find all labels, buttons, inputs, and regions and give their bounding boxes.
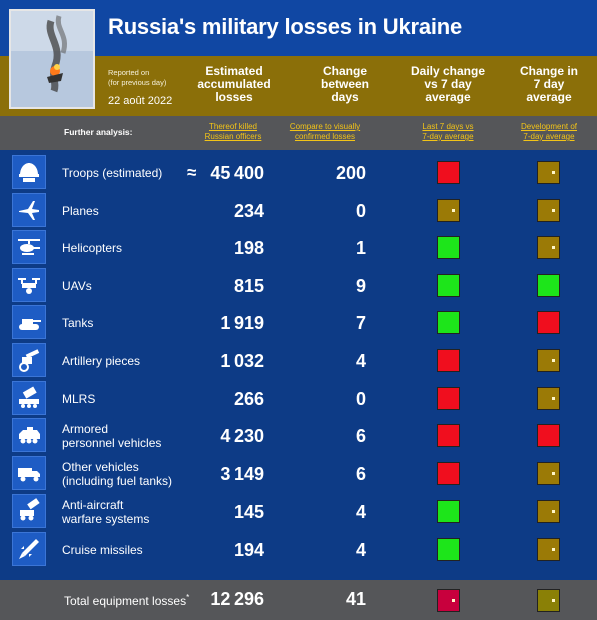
row-change: 200 xyxy=(335,163,366,183)
daily-indicator xyxy=(437,199,460,222)
truck-icon xyxy=(12,456,46,490)
daily-indicator xyxy=(437,161,460,184)
row-change: 1 xyxy=(355,238,366,258)
header-photo xyxy=(9,9,95,109)
row-value: 194 xyxy=(233,540,264,560)
analysis-label: Further analysis: xyxy=(64,127,133,137)
row-change: 0 xyxy=(355,201,366,221)
row-label: Planes xyxy=(62,204,99,218)
apc-icon xyxy=(12,418,46,452)
daily-indicator xyxy=(437,236,460,259)
helicopter-icon xyxy=(12,230,46,264)
row-label: Anti-aircraft warfare systems xyxy=(62,498,150,526)
trend-indicator xyxy=(537,538,560,561)
daily-indicator xyxy=(437,349,460,372)
row-change: 0 xyxy=(355,389,366,409)
link-development-7day[interactable]: Development of 7-day average xyxy=(520,122,578,141)
daily-indicator xyxy=(437,424,460,447)
row-change: 6 xyxy=(355,464,366,484)
total-label: Total equipment losses* xyxy=(64,593,190,608)
col-accumulated: Estimated accumulated losses xyxy=(197,64,271,104)
row-label: MLRS xyxy=(62,392,96,406)
row-value: 1 032 xyxy=(220,351,264,371)
anti-aircraft-icon xyxy=(12,494,46,528)
row-value: 198 xyxy=(233,238,264,258)
col-daily-change: Daily change vs 7 day average xyxy=(410,64,486,104)
row-change: 6 xyxy=(355,426,366,446)
link-last-7-days[interactable]: Last 7 days vs 7-day average xyxy=(422,122,474,141)
row-value: 234 xyxy=(233,201,264,221)
approx-symbol: ≈ xyxy=(187,163,197,182)
trend-indicator xyxy=(537,311,560,334)
trend-indicator xyxy=(537,462,560,485)
daily-indicator xyxy=(437,462,460,485)
row-label: Troops (estimated) xyxy=(62,166,163,180)
row-label: Tanks xyxy=(62,316,94,330)
trend-indicator xyxy=(537,424,560,447)
analysis-bar xyxy=(0,116,597,150)
col-change-7day: Change in 7 day average xyxy=(519,64,578,104)
row-label: Artillery pieces xyxy=(62,354,141,368)
row-value: 1 919 xyxy=(220,313,264,333)
trend-indicator xyxy=(537,387,560,410)
row-value: 45 400 xyxy=(210,163,264,183)
col-change-days: Change between days xyxy=(320,64,369,104)
total-value: 12 296 xyxy=(210,589,264,609)
total-trend-indicator xyxy=(537,589,560,612)
trend-indicator xyxy=(537,274,560,297)
row-value: 815 xyxy=(233,276,264,296)
daily-indicator xyxy=(437,311,460,334)
trend-indicator xyxy=(537,199,560,222)
daily-indicator xyxy=(437,538,460,561)
mlrs-icon xyxy=(12,381,46,415)
row-label: UAVs xyxy=(62,279,92,293)
page-title: Russia's military losses in Ukraine xyxy=(108,14,463,39)
trend-indicator xyxy=(537,500,560,523)
row-change: 4 xyxy=(355,351,366,371)
row-value: 145 xyxy=(233,502,264,522)
helmet-icon xyxy=(12,155,46,189)
drone-icon xyxy=(12,268,46,302)
row-change: 4 xyxy=(355,540,366,560)
row-value: 4 230 xyxy=(220,426,264,446)
trend-indicator xyxy=(537,349,560,372)
header-bar xyxy=(0,56,597,116)
missile-icon xyxy=(12,532,46,566)
reported-note: Reported on (for previous day) xyxy=(108,68,167,87)
daily-indicator xyxy=(437,387,460,410)
link-killed-officers[interactable]: Thereof killed Russian officers xyxy=(204,122,262,141)
link-confirmed-losses[interactable]: Compare to visually confirmed losses xyxy=(289,122,361,141)
daily-indicator xyxy=(437,500,460,523)
trend-indicator xyxy=(537,236,560,259)
title-bar xyxy=(0,0,597,56)
artillery-icon xyxy=(12,343,46,377)
row-change: 7 xyxy=(355,313,366,333)
daily-indicator xyxy=(437,274,460,297)
row-value: 3 149 xyxy=(220,464,264,484)
trend-indicator xyxy=(537,161,560,184)
total-change: 41 xyxy=(345,589,366,609)
plane-icon xyxy=(12,193,46,227)
report-date: 22 août 2022 xyxy=(108,95,173,107)
row-value: 266 xyxy=(233,389,264,409)
row-label: Cruise missiles xyxy=(62,543,143,557)
row-change: 4 xyxy=(355,502,366,522)
total-daily-indicator xyxy=(437,589,460,612)
tank-icon xyxy=(12,305,46,339)
row-label: Helicopters xyxy=(62,241,123,255)
row-label: Armored personnel vehicles xyxy=(62,422,162,450)
row-change: 9 xyxy=(355,276,366,296)
total-bar xyxy=(0,580,597,620)
row-label: Other vehicles (including fuel tanks) xyxy=(62,460,173,488)
